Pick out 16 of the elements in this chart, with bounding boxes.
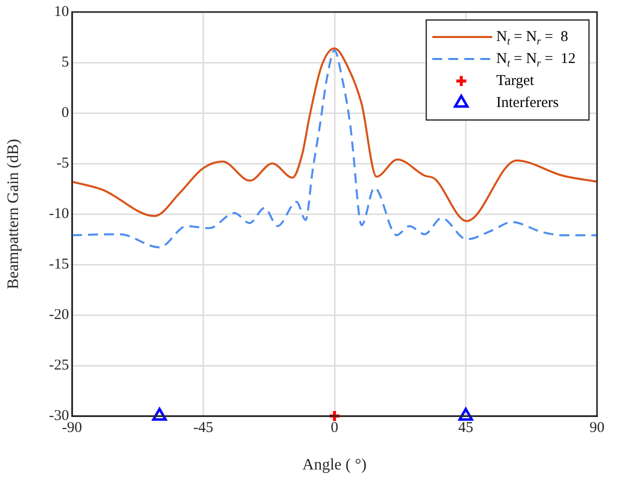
y-tick-label: 10 (54, 4, 69, 20)
y-tick-label: -10 (49, 206, 69, 222)
y-tick-label: -5 (56, 155, 69, 172)
x-tick-label: 45 (458, 420, 474, 436)
y-tick-label: -15 (49, 256, 69, 272)
y-tick-label: 5 (62, 54, 69, 70)
x-tick-label: -45 (193, 420, 214, 436)
y-tick-label: 0 (62, 104, 69, 121)
y-tick-label: -20 (49, 306, 69, 323)
y-axis-title: Beampattern Gain (dB) (4, 138, 22, 290)
legend-label: Interferers (496, 94, 559, 111)
x-tick-label: 0 (330, 420, 338, 436)
x-tick-label: 90 (590, 420, 604, 436)
x-axis-title: Angle ( °) (302, 456, 367, 474)
legend-label: Target (496, 72, 535, 89)
y-tick-label: -25 (49, 357, 69, 374)
